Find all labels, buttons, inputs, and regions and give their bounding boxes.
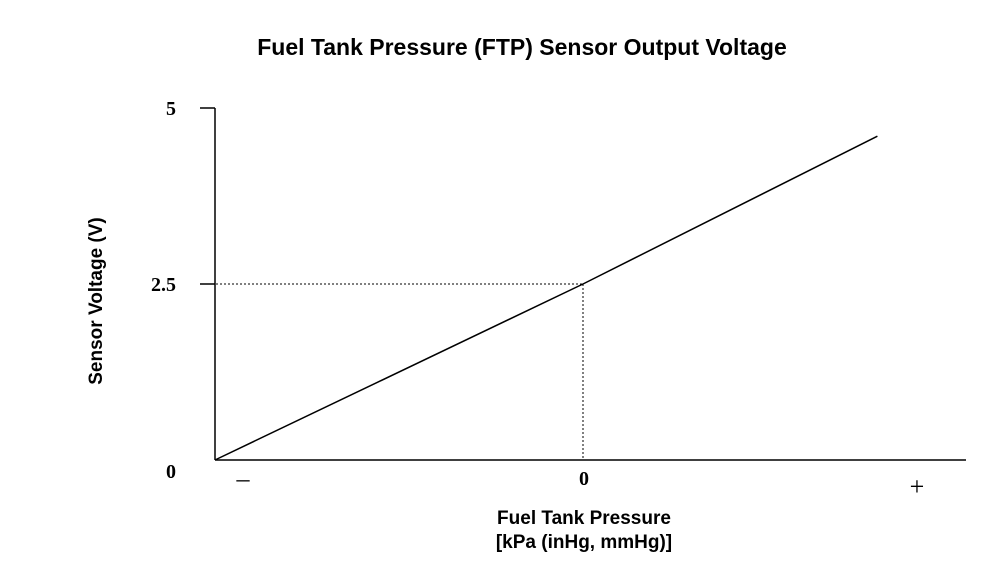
y-tick-label: 0 (166, 461, 176, 483)
x-axis-units: [kPa (inHg, mmHg)] (496, 532, 672, 553)
y-axis-label: Sensor Voltage (V) (86, 217, 107, 385)
series-group (214, 135, 878, 461)
x-ticks: – 0 + (236, 464, 925, 501)
x-tick-label: + (910, 472, 925, 501)
reference-lines (200, 283, 584, 460)
x-tick-label: – (236, 464, 251, 493)
y-tick-label: 2.5 (151, 274, 176, 296)
x-tick-label: 0 (579, 468, 589, 490)
y-ticks: 02.55 (151, 98, 215, 483)
series-line (214, 135, 878, 461)
chart-title: Fuel Tank Pressure (FTP) Sensor Output V… (257, 34, 787, 60)
x-axis-label: Fuel Tank Pressure (497, 508, 671, 529)
y-tick-label: 5 (166, 98, 176, 120)
